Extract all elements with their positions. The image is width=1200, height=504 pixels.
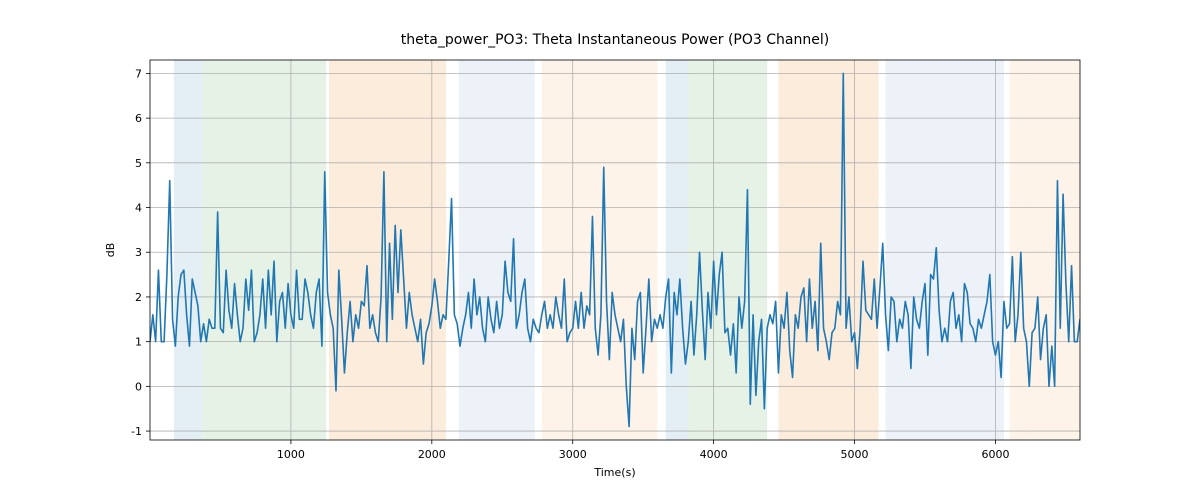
xtick-label: 5000	[841, 448, 869, 461]
xtick-label: 2000	[418, 448, 446, 461]
xlabel: Time(s)	[593, 466, 635, 479]
shade-band	[329, 60, 446, 440]
shade-band	[459, 60, 535, 440]
chart-title: theta_power_PO3: Theta Instantaneous Pow…	[401, 32, 829, 48]
ylabel: dB	[104, 243, 117, 258]
shade-band	[542, 60, 570, 440]
shade-band	[666, 60, 689, 440]
chart-svg: 1000 2000 3000 4000 5000 6000 -1 0 1 2 3 4 5 6 7 Time(s…	[0, 0, 1200, 500]
shade-band	[202, 60, 326, 440]
shade-band	[1010, 60, 1027, 440]
shade-band	[1026, 60, 1080, 440]
ytick-label: 4	[135, 202, 142, 215]
ytick-label: 1	[135, 336, 142, 349]
xtick-label: 6000	[981, 448, 1009, 461]
xtick-label: 3000	[559, 448, 587, 461]
ytick-label: 3	[135, 246, 142, 259]
ytick-label: 6	[135, 112, 142, 125]
ytick-label: 0	[135, 380, 142, 393]
shade-band	[794, 60, 879, 440]
ytick-label: 2	[135, 291, 142, 304]
chart: 1000 2000 3000 4000 5000 6000 -1 0 1 2 3 4 5 6 7 Time(s…	[0, 0, 1200, 500]
shade-band	[778, 60, 794, 440]
shade-band	[174, 60, 202, 440]
ytick-label: -1	[131, 425, 142, 438]
shade-band	[886, 60, 1004, 440]
xtick-label: 4000	[700, 448, 728, 461]
xtick-label: 1000	[277, 448, 305, 461]
ytick-label: 5	[135, 157, 142, 170]
shade-band	[570, 60, 657, 440]
ytick-label: 7	[135, 67, 142, 80]
